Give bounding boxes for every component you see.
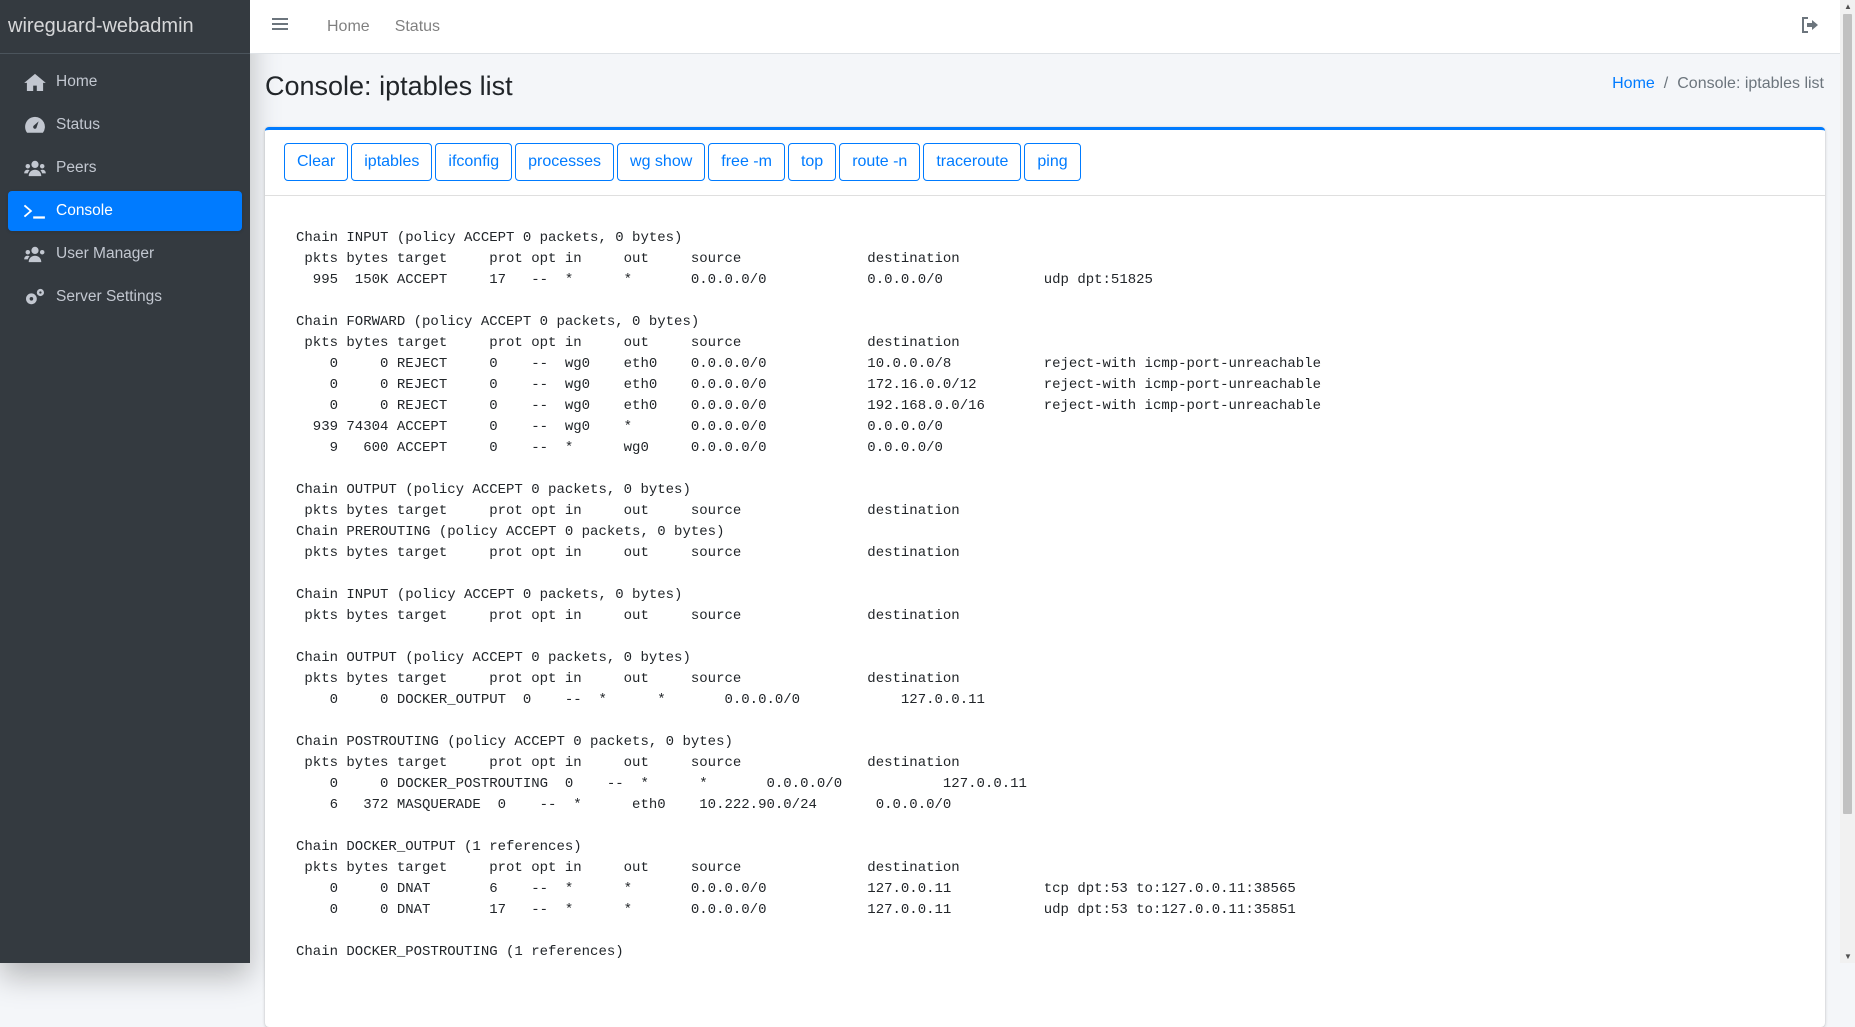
console-line (296, 921, 1321, 942)
brand-text: wireguard-webadmin (8, 15, 194, 37)
console-line: pkts bytes target prot opt in out source… (296, 608, 960, 624)
console-line: 0 0 DNAT 17 -- * * 0.0.0.0/0 127.0.0.11 … (296, 902, 1296, 918)
topnav-status-link[interactable]: Status (394, 17, 441, 35)
console-line: Chain DOCKER_POSTROUTING (1 references) (296, 944, 624, 960)
console-line (296, 816, 1321, 837)
console-line: pkts bytes target prot opt in out source… (296, 860, 960, 876)
breadcrumb-home[interactable]: Home (1612, 75, 1655, 92)
console-line: 9 600 ACCEPT 0 -- * wg0 0.0.0.0/0 0.0.0.… (296, 440, 943, 456)
console-line: pkts bytes target prot opt in out source… (296, 545, 960, 561)
cogs-icon (26, 288, 44, 305)
sidebar-item-label: Status (56, 116, 100, 133)
console-line (296, 711, 1321, 732)
sidebar-item-console[interactable]: Console (8, 191, 242, 231)
console-line: pkts bytes target prot opt in out source… (296, 251, 960, 267)
breadcrumb-current: Console: iptables list (1677, 75, 1824, 92)
console-line: pkts bytes target prot opt in out source… (296, 503, 960, 519)
console-line: 0 0 REJECT 0 -- wg0 eth0 0.0.0.0/0 192.1… (296, 398, 1321, 414)
console-line: Chain POSTROUTING (policy ACCEPT 0 packe… (296, 734, 733, 750)
home-icon (24, 73, 46, 91)
top-button[interactable]: top (787, 143, 837, 181)
console-line: 0 0 REJECT 0 -- wg0 eth0 0.0.0.0/0 10.0.… (296, 356, 1321, 372)
sidebar-item-user-manager[interactable]: User Manager (8, 234, 242, 274)
scroll-up-icon[interactable]: ▲ (1844, 2, 1852, 11)
console-card: Clear iptables ifconfig processes wg sho… (265, 127, 1825, 1027)
console-line: Chain INPUT (policy ACCEPT 0 packets, 0 … (296, 587, 683, 603)
breadcrumb-separator: / (1663, 75, 1669, 92)
processes-button[interactable]: processes (515, 143, 615, 181)
brand-link[interactable]: wireguard-webadmin (0, 0, 250, 54)
console-line: 0 0 REJECT 0 -- wg0 eth0 0.0.0.0/0 172.1… (296, 377, 1321, 393)
tachometer-icon (25, 116, 45, 133)
page-scrollbar[interactable]: ▲ ▼ (1840, 0, 1855, 963)
ifconfig-button[interactable]: ifconfig (435, 143, 513, 181)
console-line: Chain OUTPUT (policy ACCEPT 0 packets, 0… (296, 482, 691, 498)
sidebar-item-label: Server Settings (56, 288, 162, 305)
console-line: Chain PREROUTING (policy ACCEPT 0 packet… (296, 524, 725, 540)
console-line: Chain FORWARD (policy ACCEPT 0 packets, … (296, 314, 700, 330)
console-line: Chain OUTPUT (policy ACCEPT 0 packets, 0… (296, 650, 691, 666)
terminal-icon (24, 204, 45, 219)
breadcrumb: Home / Console: iptables list (1612, 75, 1824, 93)
console-line: pkts bytes target prot opt in out source… (296, 755, 960, 771)
menu-toggle-icon[interactable] (272, 17, 302, 36)
sidebar-item-peers[interactable]: Peers (8, 148, 242, 188)
console-line: 0 0 DOCKER_POSTROUTING 0 -- * * 0.0.0.0/… (296, 776, 1027, 792)
console-line: 0 0 DOCKER_OUTPUT 0 -- * * 0.0.0.0/0 127… (296, 692, 985, 708)
sidebar-item-label: Home (56, 73, 98, 90)
console-line: pkts bytes target prot opt in out source… (296, 671, 960, 687)
console-line (296, 291, 1321, 312)
console-line (296, 564, 1321, 585)
users-cog-icon (24, 246, 45, 263)
console-line: pkts bytes target prot opt in out source… (296, 335, 960, 351)
iptables-button[interactable]: iptables (351, 143, 433, 181)
wg-show-button[interactable]: wg show (617, 143, 706, 181)
top-navbar: Home Status (250, 0, 1840, 54)
users-icon (24, 160, 46, 177)
sidebar-item-label: Peers (56, 159, 97, 176)
console-line: 6 372 MASQUERADE 0 -- * eth0 10.222.90.0… (296, 797, 952, 813)
sidebar-item-label: User Manager (56, 245, 155, 262)
console-line: 939 74304 ACCEPT 0 -- wg0 * 0.0.0.0/0 0.… (296, 419, 943, 435)
console-line: Chain DOCKER_OUTPUT (1 references) (296, 839, 582, 855)
sidebar-item-server-settings[interactable]: Server Settings (8, 277, 242, 317)
sidebar: wireguard-webadmin Home Status Peers Con… (0, 0, 250, 963)
clear-button[interactable]: Clear (284, 143, 349, 181)
page-title: Console: iptables list (265, 71, 513, 101)
route-n-button[interactable]: route -n (839, 143, 921, 181)
free-m-button[interactable]: free -m (708, 143, 785, 181)
ping-button[interactable]: ping (1024, 143, 1081, 181)
sidebar-item-home[interactable]: Home (8, 62, 242, 102)
traceroute-button[interactable]: traceroute (923, 143, 1022, 181)
sidebar-item-status[interactable]: Status (8, 105, 242, 145)
console-line (296, 459, 1321, 480)
console-line: 995 150K ACCEPT 17 -- * * 0.0.0.0/0 0.0.… (296, 272, 1153, 288)
scroll-down-icon[interactable]: ▼ (1844, 952, 1852, 961)
console-line: Chain INPUT (policy ACCEPT 0 packets, 0 … (296, 230, 683, 246)
console-line: 0 0 DNAT 6 -- * * 0.0.0.0/0 127.0.0.11 t… (296, 881, 1296, 897)
sidebar-item-label: Console (56, 202, 113, 219)
console-line (296, 627, 1321, 648)
content-wrapper: Console: iptables list Home / Console: ipt… (250, 54, 1840, 1027)
sign-out-icon[interactable] (1802, 17, 1820, 38)
console-output: Chain INPUT (policy ACCEPT 0 packets, 0 … (296, 228, 1321, 963)
topnav-home-link[interactable]: Home (327, 17, 370, 35)
command-buttons: Clear iptables ifconfig processes wg sho… (265, 130, 1825, 196)
sidebar-nav: Home Status Peers Console User Manager S… (0, 54, 250, 328)
scrollbar-thumb[interactable] (1843, 14, 1852, 814)
